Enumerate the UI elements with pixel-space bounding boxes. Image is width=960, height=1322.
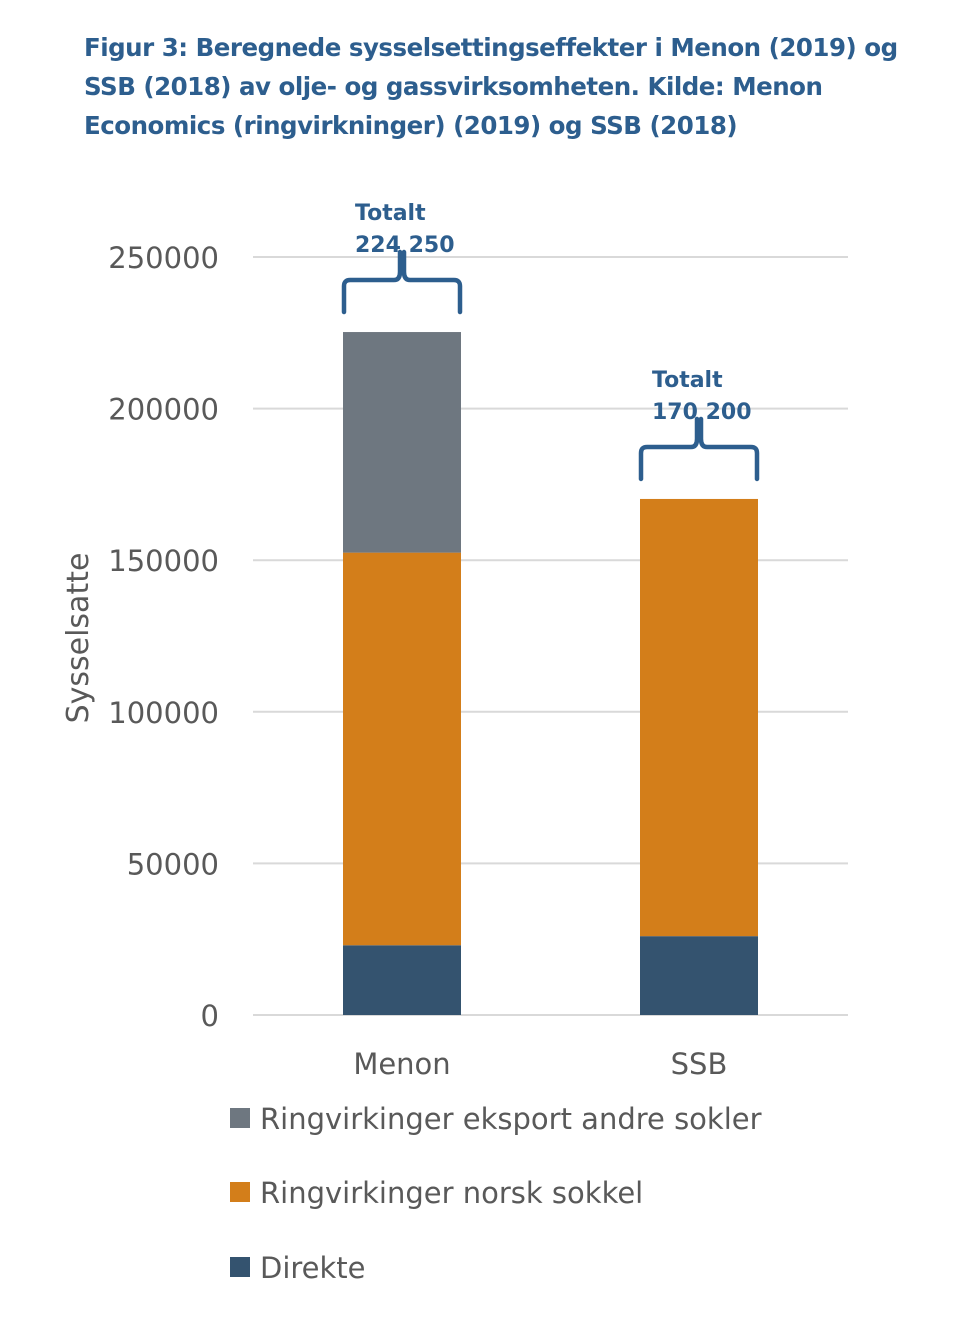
bar-segment-menon-1 [343, 552, 461, 946]
legend-swatch [230, 1182, 250, 1202]
y-tick-label: 50000 [127, 847, 219, 881]
total-label: Totalt [355, 201, 426, 226]
legend-swatch [230, 1257, 250, 1277]
legend: Ringvirkinger eksport andre sokler Ringvi… [230, 1102, 762, 1285]
bar-segment-menon-2 [343, 332, 461, 553]
y-tick-label: 250000 [108, 241, 219, 275]
y-tick-label: 150000 [108, 544, 219, 578]
legend-label: Direkte [260, 1251, 366, 1285]
total-bracket [638, 416, 760, 482]
y-axis-ticks: 0 50000 100000 150000 200000 250000 [108, 241, 219, 1033]
bars [343, 332, 758, 1015]
x-category-label: Menon [353, 1047, 450, 1081]
total-annotations: Totalt 224 250 Totalt 170 200 [341, 201, 760, 482]
y-tick-label: 100000 [108, 696, 219, 730]
total-label: Totalt [652, 368, 723, 393]
figure-title: Figur 3: Beregnede sysselsettingseffekte… [84, 33, 898, 140]
bar-segment-ssb-0 [640, 936, 758, 1015]
x-category-label: SSB [671, 1047, 728, 1081]
legend-label: Ringvirkinger eksport andre sokler [260, 1102, 762, 1136]
bar-segment-menon-0 [343, 945, 461, 1015]
y-axis-title: Sysselsatte [61, 553, 96, 724]
total-bracket [341, 249, 463, 315]
y-tick-label: 0 [201, 999, 219, 1033]
total-value: 170 200 [652, 400, 752, 425]
x-axis-categories: Menon SSB [353, 1047, 727, 1081]
y-tick-label: 200000 [108, 393, 219, 427]
bar-segment-ssb-1 [640, 498, 758, 937]
gridlines [253, 256, 848, 1016]
legend-label: Ringvirkinger norsk sokkel [260, 1176, 643, 1210]
total-value: 224 250 [355, 233, 455, 258]
legend-swatch [230, 1108, 250, 1128]
